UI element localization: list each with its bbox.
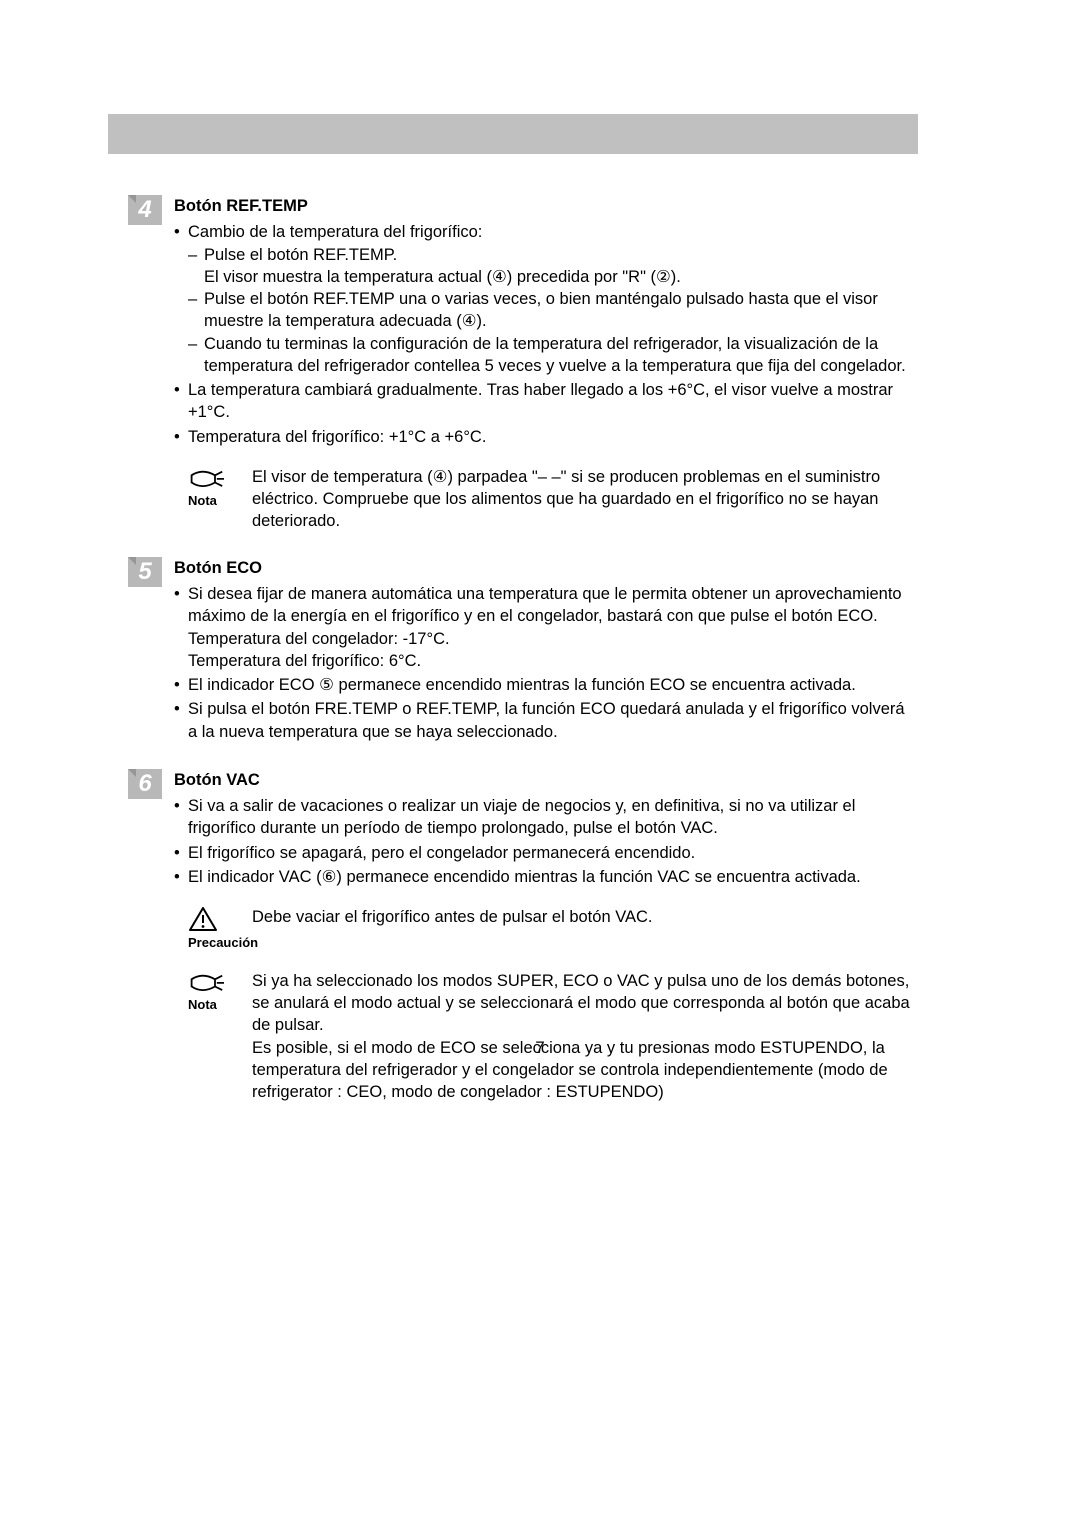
- text: Temperatura del frigorífico: 6°C.: [188, 650, 918, 672]
- list-item: La temperatura cambiará gradualmente. Tr…: [174, 379, 918, 424]
- section-number: 4: [138, 198, 151, 222]
- sub-item: Cuando tu terminas la configuración de l…: [188, 333, 918, 378]
- text: Temperatura del congelador: -17°C.: [188, 628, 918, 650]
- note-callout: Nota El visor de temperatura (④) parpade…: [188, 466, 918, 533]
- section-5: 5 Botón ECO Si desea fijar de manera aut…: [128, 557, 918, 745]
- list-item: Temperatura del frigorífico: +1°C a +6°C…: [174, 426, 918, 448]
- note-icon: [188, 466, 224, 490]
- page-content: 4 Botón REF.TEMP Cambio de la temperatur…: [128, 195, 918, 1127]
- list-item: Cambio de la temperatura del frigorífico…: [174, 221, 918, 377]
- sub-item: Pulse el botón REF.TEMP. El visor muestr…: [188, 244, 918, 289]
- section-title: Botón ECO: [174, 557, 918, 579]
- section-number-badge: 6: [128, 769, 162, 799]
- callout-icon-column: Nota: [188, 970, 252, 1104]
- callout-label: Nota: [188, 492, 217, 510]
- callout-text: Si ya ha seleccionado los modos SUPER, E…: [252, 970, 918, 1104]
- note-callout: Nota Si ya ha seleccionado los modos SUP…: [188, 970, 918, 1104]
- text: Si desea fijar de manera automática una …: [188, 585, 902, 625]
- header-bar: [108, 114, 918, 154]
- note-icon: [188, 970, 224, 994]
- text: Si ya ha seleccionado los modos SUPER, E…: [252, 970, 918, 1037]
- list-item: El indicador ECO ⑤ permanece encendido m…: [174, 674, 918, 696]
- callout-label: Nota: [188, 996, 217, 1014]
- list-item: El indicador VAC (⑥) permanece encendido…: [174, 866, 918, 888]
- list-item: Si desea fijar de manera automática una …: [174, 583, 918, 672]
- callout-text: Debe vaciar el frigorífico antes de puls…: [252, 906, 918, 952]
- section-number: 6: [138, 772, 151, 796]
- caution-callout: Precaución Debe vaciar el frigorífico an…: [188, 906, 918, 952]
- section-title: Botón VAC: [174, 769, 918, 791]
- page-number: 7: [0, 1038, 1080, 1058]
- section-4: 4 Botón REF.TEMP Cambio de la temperatur…: [128, 195, 918, 533]
- bullet-list: Si desea fijar de manera automática una …: [174, 583, 918, 743]
- text: El visor muestra la temperatura actual (…: [204, 266, 918, 288]
- callout-text: El visor de temperatura (④) parpadea "– …: [252, 466, 918, 533]
- text: Pulse el botón REF.TEMP.: [204, 246, 397, 264]
- section-body: Botón ECO Si desea fijar de manera autom…: [174, 557, 918, 745]
- bullet-list: Si va a salir de vacaciones o realizar u…: [174, 795, 918, 888]
- sub-item: Pulse el botón REF.TEMP una o varias vec…: [188, 288, 918, 333]
- section-body: Botón REF.TEMP Cambio de la temperatura …: [174, 195, 918, 533]
- list-item: Si pulsa el botón FRE.TEMP o REF.TEMP, l…: [174, 698, 918, 743]
- section-title: Botón REF.TEMP: [174, 195, 918, 217]
- list-item: El frigorífico se apagará, pero el conge…: [174, 842, 918, 864]
- callout-icon-column: Precaución: [188, 906, 252, 952]
- callout-label: Precaución: [188, 934, 258, 952]
- section-number-badge: 4: [128, 195, 162, 225]
- callout-icon-column: Nota: [188, 466, 252, 533]
- section-number: 5: [138, 560, 151, 584]
- warning-icon: [188, 906, 218, 932]
- bullet-list: Cambio de la temperatura del frigorífico…: [174, 221, 918, 448]
- sub-list: Pulse el botón REF.TEMP. El visor muestr…: [188, 244, 918, 378]
- section-number-badge: 5: [128, 557, 162, 587]
- text: Cambio de la temperatura del frigorífico…: [188, 223, 482, 241]
- list-item: Si va a salir de vacaciones o realizar u…: [174, 795, 918, 840]
